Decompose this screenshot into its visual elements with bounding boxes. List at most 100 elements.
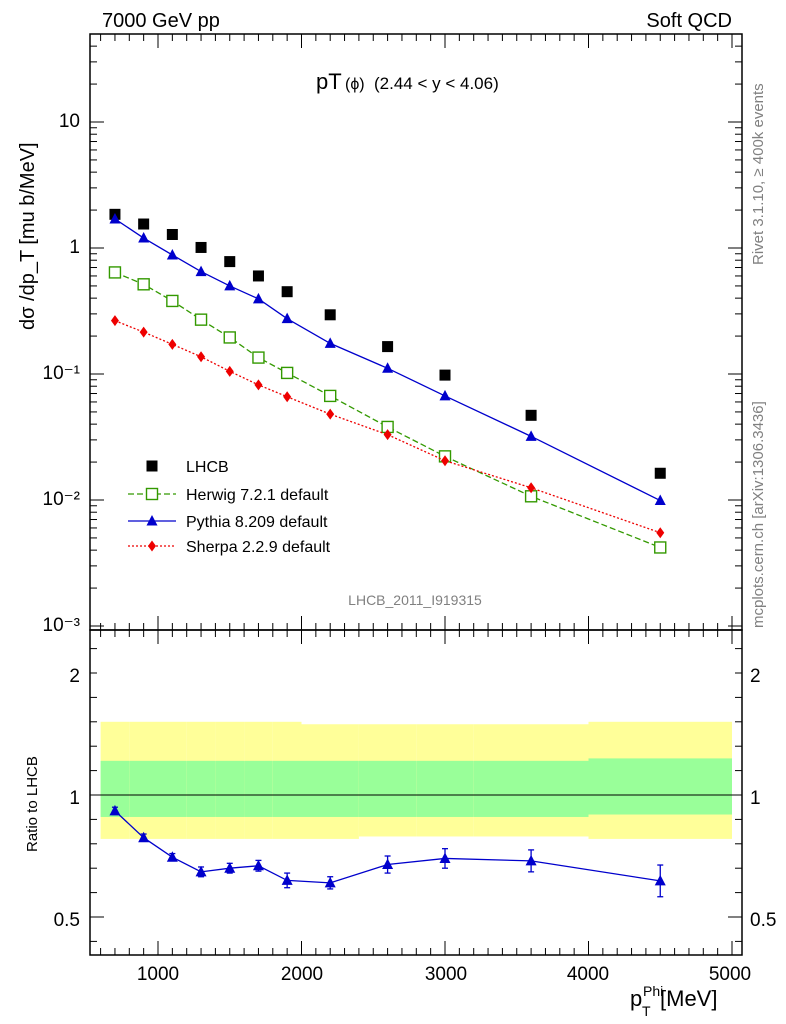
series-0-point-1100	[166, 228, 178, 240]
series-3-point-3000	[441, 455, 449, 467]
rivet-version-text: Rivet 3.1.10, ≥ 400k events	[750, 83, 767, 265]
band-inner	[215, 760, 245, 817]
band-inner	[186, 760, 216, 817]
plot-title-phi: (ϕ)	[345, 76, 365, 93]
main-axis-ticks	[90, 34, 742, 630]
band-inner	[129, 760, 158, 817]
series-3-point-1900	[283, 391, 292, 403]
ratio-ylabel: Ratio to LHCB	[24, 756, 41, 852]
header-left: 7000 GeV pp	[102, 10, 220, 32]
legend-marker-1	[145, 487, 159, 501]
series-3-point-1100	[168, 338, 177, 350]
xlabel-main: p	[630, 986, 642, 1011]
ratio-ytick-0p5-left: 0.5	[54, 910, 80, 931]
legend-label-sherpa: Sherpa 2.2.9 default	[186, 539, 331, 556]
series-3-point-3600	[527, 482, 536, 494]
xtick-label-2000: 2000	[281, 964, 323, 985]
series-2-point-3600	[525, 430, 537, 441]
ratio-point-3000	[439, 852, 451, 863]
series-1-point-1500	[223, 331, 236, 344]
series-0-point-2200	[324, 309, 336, 321]
xlabel-rest: [MeV]	[660, 986, 717, 1011]
xlabel-sub: T	[642, 1003, 651, 1019]
series-0-point-3000	[439, 369, 451, 381]
series-2-point-4500	[654, 494, 666, 506]
band-inner	[272, 760, 302, 817]
legend-label-herwig: Herwig 7.2.1 default	[186, 487, 329, 504]
series-2-point-1300	[195, 265, 207, 277]
band-inner	[588, 758, 732, 815]
source-text: mcplots.cern.ch [arXiv:1306.3436]	[750, 401, 767, 628]
ratio-point-2600	[382, 858, 394, 870]
series-1-point-1300	[194, 313, 208, 326]
xtick-label-3000: 3000	[425, 964, 467, 985]
main-ylabel: dσ /dp_T [mu b/MeV]	[17, 142, 39, 330]
legend: LHCB Herwig 7.2.1 default Pythia 8.209 d…	[128, 459, 331, 556]
legend-marker-3	[148, 540, 156, 552]
series-0-point-1500	[224, 256, 236, 268]
ratio-ytick-0p5-right: 0.5	[750, 910, 776, 931]
series-3-point-1700	[254, 379, 263, 391]
legend-label-pythia: Pythia 8.209 default	[186, 514, 328, 531]
series-1-point-1900	[280, 366, 294, 380]
series-2-point-1700	[252, 292, 264, 304]
xlabel-sup: Phi	[643, 983, 663, 999]
series-2-point-1100	[166, 248, 178, 260]
ratio-point-900	[138, 831, 150, 843]
legend-marker-0	[146, 460, 158, 472]
ratio-point-2200	[324, 876, 336, 888]
series-0-point-4500	[654, 467, 666, 479]
series-0-point-900	[138, 218, 150, 230]
band-inner	[301, 760, 359, 817]
series-1-point-2200	[324, 389, 337, 403]
band-inner	[473, 760, 589, 817]
plot-title-range: (2.44 < y < 4.06)	[374, 74, 499, 93]
band-inner	[158, 760, 187, 817]
ratio-line-0	[114, 810, 661, 884]
xtick-label-5000: 5000	[709, 964, 751, 985]
series-0-point-2600	[382, 341, 394, 353]
series-2-point-3000	[439, 389, 451, 401]
ratio-ytick-2-right: 2	[750, 666, 761, 687]
ytick-label-1: 1	[69, 237, 80, 258]
xlabel: p T Phi [MeV]	[630, 983, 717, 1019]
header-right: Soft QCD	[646, 10, 732, 32]
ratio-series	[109, 804, 666, 898]
analysis-watermark: LHCB_2011_I919315	[348, 592, 482, 608]
series-3-point-1500	[225, 365, 234, 377]
ratio-point-1700	[252, 859, 264, 871]
main-ytick-labels: 10 1 10⁻¹ 10⁻² 10⁻³	[43, 111, 81, 636]
ratio-ytick-2-left: 2	[69, 666, 80, 687]
ytick-label-10: 10	[59, 111, 80, 132]
band-inner	[358, 760, 417, 817]
ratio-ytick-1-left: 1	[69, 788, 80, 809]
series-3-point-1300	[197, 351, 206, 363]
ratio-axis-ticks	[90, 630, 742, 955]
series-line-2	[114, 218, 661, 502]
series-3-point-2600	[383, 429, 392, 441]
series-3-point-4500	[656, 527, 665, 539]
ratio-bands	[90, 721, 742, 839]
ratio-point-700	[109, 804, 121, 816]
ratio-point-1300	[195, 865, 207, 877]
ratio-point-1100	[166, 851, 178, 862]
series-2-point-1500	[224, 279, 236, 291]
ytick-label-0p01: 10⁻²	[43, 489, 81, 510]
xtick-labels: 1000 2000 3000 4000 5000	[137, 964, 751, 985]
series-line-3	[114, 320, 661, 534]
ratio-point-4500	[654, 874, 666, 886]
xtick-label-1000: 1000	[137, 964, 179, 985]
series-2-point-700	[109, 212, 121, 224]
series-1-point-900	[137, 278, 150, 291]
ratio-point-1500	[224, 862, 236, 873]
series-1-point-4500	[654, 541, 667, 554]
ratio-ytick-labels: 0.5 1 2 0.5 1 2	[54, 666, 777, 931]
ratio-point-1900	[281, 874, 293, 885]
series-3-point-2200	[326, 408, 335, 420]
main-series	[108, 208, 667, 554]
plot-title-main: pT	[316, 69, 342, 94]
ytick-label-0p001: 10⁻³	[43, 615, 81, 636]
xtick-label-4000: 4000	[567, 964, 609, 985]
ratio-ytick-1-right: 1	[750, 788, 761, 809]
